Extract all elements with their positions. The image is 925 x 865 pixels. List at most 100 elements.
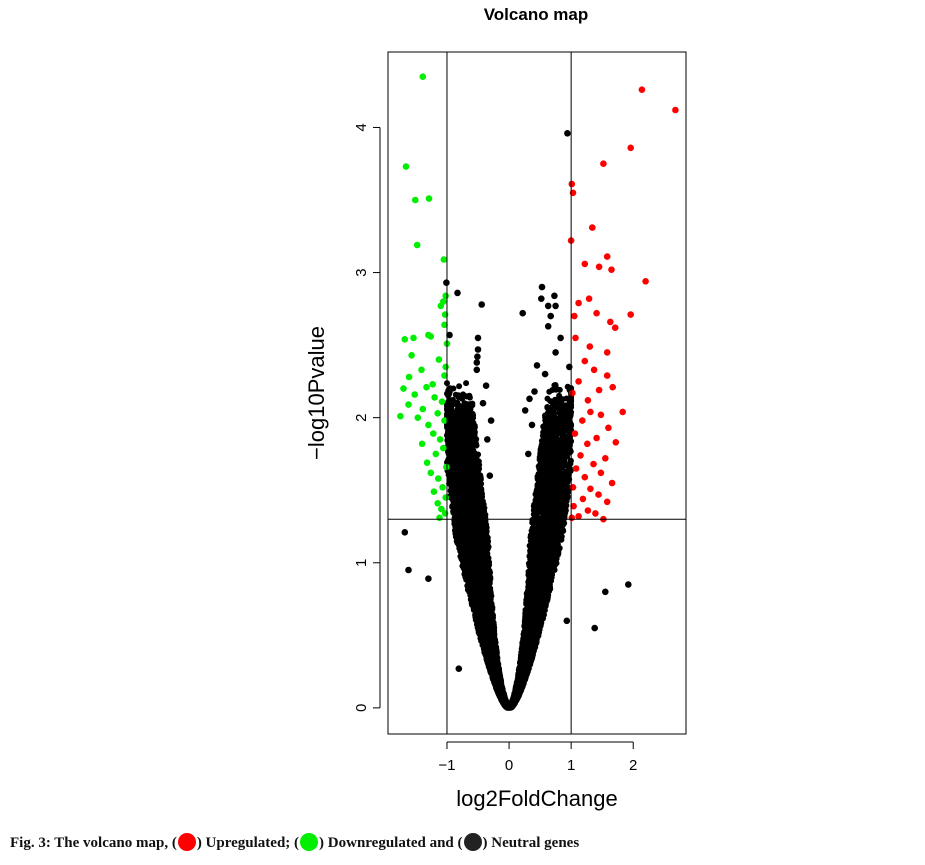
neutral-point — [446, 385, 454, 392]
neutral-point — [526, 395, 533, 403]
neutral-point — [519, 309, 526, 317]
upregulated-point — [605, 424, 612, 432]
upregulated-point — [581, 473, 589, 481]
upregulated-point — [586, 343, 594, 350]
x-axis: −1 0 1 2 — [438, 741, 637, 774]
upregulated-point — [595, 386, 603, 394]
neutral-point — [455, 665, 463, 672]
x-tick-label: 2 — [629, 757, 637, 774]
upregulated-point — [597, 411, 605, 419]
upregulated-point — [595, 491, 602, 498]
downregulated-point — [400, 385, 407, 392]
caption-down: ) Downregulated and ( — [319, 835, 463, 851]
downregulated-point — [423, 383, 430, 391]
downregulated-point — [442, 292, 450, 300]
upregulated-point — [608, 479, 616, 487]
downregulated-point — [442, 363, 450, 371]
neutral-point — [521, 407, 529, 414]
upregulated-point — [572, 334, 579, 342]
downregulated-point — [425, 195, 433, 202]
y-tick-label: 3 — [353, 268, 370, 276]
downregulated-point — [442, 494, 450, 501]
downregulated-point — [429, 381, 437, 388]
upregulated-point — [603, 253, 611, 260]
downregulated-point — [408, 352, 415, 359]
downregulated-point — [412, 196, 419, 204]
neutral-point — [557, 334, 564, 342]
downregulated-point — [441, 417, 448, 424]
neutral-point — [446, 331, 453, 339]
upregulated-point — [603, 498, 611, 506]
neutral-point — [552, 302, 559, 310]
neutral-point — [538, 283, 546, 291]
plot-frame — [387, 51, 687, 735]
upregulated-point — [569, 389, 576, 397]
upregulated-point — [627, 311, 634, 318]
downregulated-point — [397, 412, 404, 420]
neutral-point — [551, 292, 558, 300]
y-axis: 0 1 2 3 4 — [353, 123, 381, 712]
upregulated-point — [575, 513, 582, 520]
upregulated-point — [587, 408, 594, 416]
neutral-point — [473, 366, 481, 374]
downregulated-point — [425, 421, 432, 429]
upregulated-point — [607, 318, 614, 326]
upregulated-point — [595, 263, 603, 271]
neutral-dot-icon — [463, 833, 482, 851]
x-axis-label: log2FoldChange — [456, 786, 617, 811]
downregulated-point — [405, 373, 413, 381]
neutral-point — [443, 279, 450, 287]
neutral-point — [591, 624, 598, 632]
neutral-point — [602, 588, 609, 596]
downregulated-point — [438, 505, 445, 513]
downregulated-point — [434, 500, 442, 507]
upregulated-point — [584, 507, 592, 514]
neutral-point — [525, 450, 532, 458]
downregulated-point — [430, 488, 438, 496]
upregulated-point — [600, 160, 607, 167]
downregulated-point — [427, 469, 435, 477]
downregulated-point — [402, 163, 410, 170]
threshold-lines — [388, 52, 686, 734]
y-tick-label: 4 — [353, 123, 370, 131]
chart-title: Volcano map — [484, 5, 589, 24]
upregulated-point — [575, 378, 582, 385]
upregulated-point — [597, 469, 605, 477]
neutral-point — [454, 289, 461, 297]
upregulated-point — [589, 224, 596, 231]
upregulated-point — [584, 397, 592, 404]
downregulated-point — [435, 475, 442, 482]
upregulated-point — [603, 349, 611, 356]
downregulated-point — [423, 459, 431, 467]
neutral-point — [484, 436, 491, 443]
neutral-point — [487, 417, 495, 424]
upregulated-point — [592, 510, 599, 517]
downregulated-point — [411, 391, 419, 398]
downregulated-point — [405, 401, 412, 408]
upregulated-point — [585, 295, 593, 303]
upregulated-point — [577, 452, 584, 459]
downregulated-point — [436, 514, 443, 522]
upregulated-point — [568, 514, 576, 522]
downregulated-point — [437, 302, 445, 310]
neutral-points-cloud — [444, 380, 575, 711]
neutral-point — [479, 399, 487, 407]
neutral-point — [405, 566, 412, 574]
neutral-point — [552, 349, 559, 356]
x-tick-label: 0 — [505, 757, 513, 774]
neutral-point — [544, 302, 552, 310]
downregulated-point — [441, 321, 448, 329]
upregulated-dot-icon — [177, 833, 196, 851]
upregulated-point — [672, 106, 679, 114]
downregulated-point — [401, 336, 409, 343]
neutral-point — [528, 421, 536, 429]
upregulated-point — [587, 485, 594, 493]
x-tick-label: −1 — [438, 757, 455, 774]
downregulated-point — [419, 73, 427, 80]
upregulated-point — [579, 417, 586, 424]
downregulated-point — [443, 463, 450, 471]
neutral-cloud-marks — [444, 380, 575, 711]
upregulated-point — [571, 312, 578, 320]
upregulated-point — [627, 144, 634, 152]
neutral-point — [482, 382, 490, 390]
